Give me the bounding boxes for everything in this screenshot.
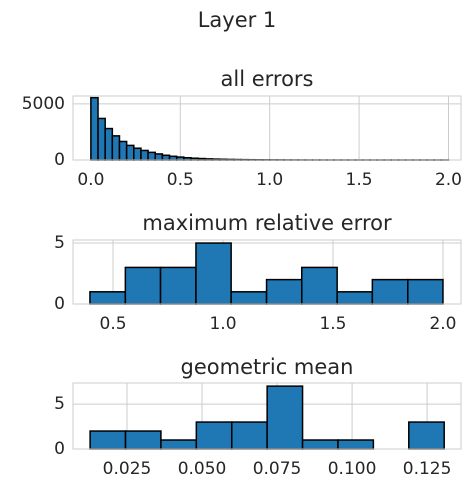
- x-tick-label: 1.5: [319, 314, 346, 334]
- histogram-bar: [408, 421, 445, 450]
- y-tick-label: 5: [54, 394, 65, 414]
- histogram-bar: [160, 439, 198, 450]
- histogram-bar: [265, 278, 303, 305]
- x-tick-label: 0.125: [403, 459, 452, 479]
- histogram-bar: [140, 149, 149, 161]
- plot-frame: [72, 95, 462, 161]
- histogram-bar: [168, 155, 178, 161]
- histogram-bar: [195, 242, 232, 305]
- x-tick-label: 0.100: [328, 459, 377, 479]
- x-tick-label: 1.0: [209, 314, 236, 334]
- histogram-bar: [97, 117, 106, 161]
- histogram-bar: [230, 421, 268, 450]
- x-tick-label: 1.5: [346, 170, 373, 190]
- x-tick-label: 0.025: [103, 459, 152, 479]
- histogram-bar: [266, 385, 304, 450]
- histogram-bar: [124, 430, 162, 450]
- chart-title: all errors: [221, 67, 314, 91]
- x-tick-label: 2.0: [429, 314, 456, 334]
- histogram-bar: [159, 266, 197, 305]
- histogram-bar: [154, 153, 164, 161]
- figure-title: Layer 1: [198, 8, 277, 32]
- histogram-bar: [161, 154, 171, 161]
- plot-frame: [72, 382, 462, 450]
- histogram-bar: [336, 291, 374, 305]
- histogram-bar: [195, 421, 233, 450]
- histogram-bar: [89, 430, 127, 450]
- x-tick-label: 0.0: [77, 170, 104, 190]
- histogram-bar: [301, 439, 339, 450]
- histogram-bar: [147, 151, 156, 161]
- plot-frame: [72, 239, 462, 305]
- y-tick-label: 5: [54, 233, 65, 253]
- chart-title: maximum relative error: [142, 211, 392, 235]
- histogram-bar: [371, 278, 409, 305]
- y-tick-label: 0: [54, 439, 65, 459]
- y-tick-label: 0: [54, 294, 65, 314]
- histogram-bar: [337, 439, 375, 450]
- histogram-bar: [89, 291, 127, 305]
- histogram-bar: [133, 147, 142, 161]
- chart-title: geometric mean: [181, 355, 354, 379]
- histogram-bar: [111, 135, 121, 161]
- x-tick-label: 0.075: [253, 459, 302, 479]
- x-tick-label: 1.0: [256, 170, 283, 190]
- histogram-bar: [124, 266, 162, 305]
- x-tick-label: 0.5: [167, 170, 194, 190]
- histogram-bar: [125, 144, 135, 161]
- y-tick-label: 0: [54, 150, 65, 170]
- histogram-bar: [230, 291, 268, 305]
- histogram-bar: [301, 266, 338, 305]
- x-tick-label: 2.0: [435, 170, 462, 190]
- x-tick-label: 0.050: [178, 459, 227, 479]
- histogram-bar: [104, 127, 114, 161]
- histogram-bar: [90, 96, 99, 161]
- y-tick-label: 5000: [22, 94, 65, 114]
- x-tick-label: 0.5: [100, 314, 127, 334]
- histogram-bar: [118, 140, 128, 161]
- histogram-bar: [407, 278, 444, 305]
